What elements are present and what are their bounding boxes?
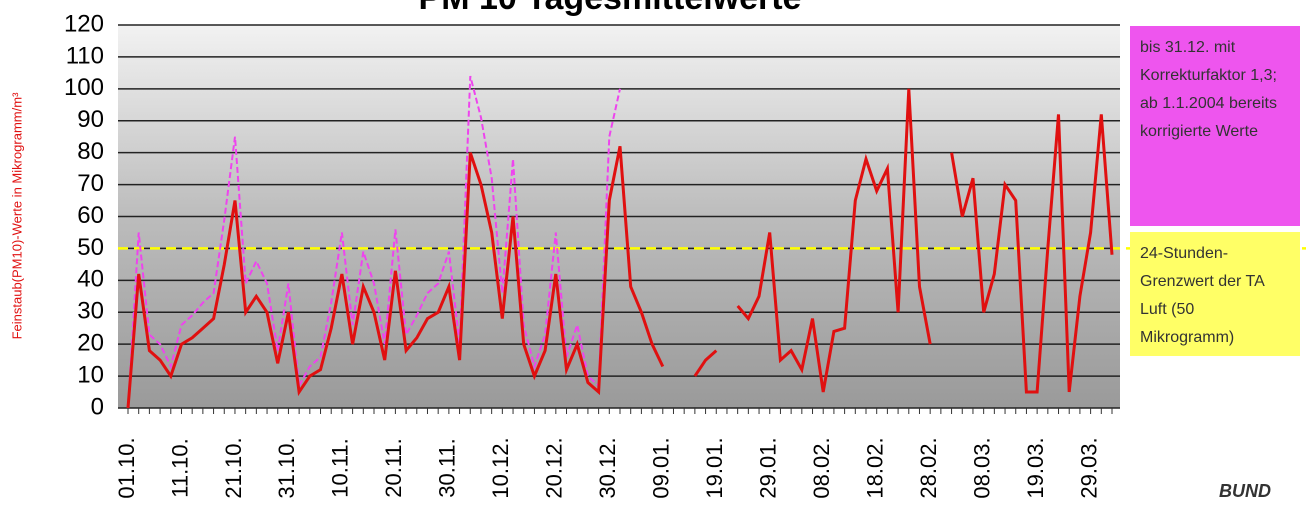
x-tick-label: 29.01. [756,437,781,498]
annotation: 24-Stunden-Grenzwert der TA Luft (50 Mik… [1130,232,1300,356]
y-tick-label: 40 [77,266,104,293]
series-line [126,88,1114,409]
y-tick-label: 50 [77,234,104,261]
y-tick-label: 80 [77,138,104,165]
x-tick-label: 19.01. [702,437,727,498]
annotation: bis 31.12. mit Korrekturfaktor 1,3; ab 1… [1130,26,1300,226]
x-tick-label: 08.03. [969,437,994,498]
x-tick-label: 08.02. [809,437,834,498]
x-tick-label: 20.12. [542,437,567,498]
x-tick-label: 09.01. [649,437,674,498]
x-tick-label: 31.10. [274,437,299,498]
x-tick-label: 10.12. [488,437,513,498]
x-tick-label: 19.03. [1023,437,1048,498]
series-line [127,75,621,409]
y-tick-label: 120 [64,10,104,37]
chart-title: PM 10 Tagesmittelwerte [419,0,802,17]
y-tick-label: 20 [77,330,104,357]
y-tick-label: 90 [77,106,104,133]
y-tick-label: 70 [77,170,104,197]
logo: BUND [1219,481,1271,501]
x-tick-label: 11.10. [167,438,192,498]
x-tick-label: 30.12. [595,437,620,498]
x-tick-label: 30.11. [435,438,460,498]
y-tick-label: 110 [66,42,104,69]
x-tick-label: 01.10. [114,437,139,498]
x-tick-label: 29.03. [1076,437,1101,498]
y-tick-label: 30 [77,298,104,325]
x-tick-label: 18.02. [863,437,888,498]
x-tick-label: 28.02. [916,437,941,498]
x-tick-label: 20.11. [381,438,406,498]
y-tick-label: 60 [77,202,104,229]
y-tick-label: 10 [77,361,104,388]
y-axis-label: Feinstaub(PM10)-Werte in Mikrogramm/m³ [9,92,24,339]
x-tick-label: 21.10. [221,437,246,498]
y-tick-label: 100 [64,74,104,101]
x-tick-label: 10.11. [328,438,353,498]
y-tick-label: 0 [91,393,104,420]
